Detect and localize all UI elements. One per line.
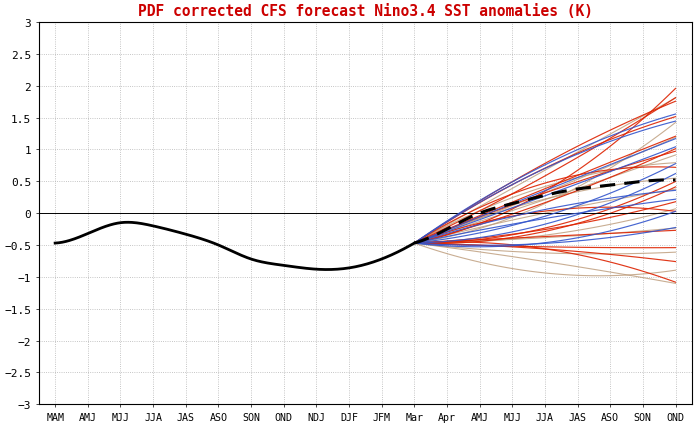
Title: PDF corrected CFS forecast Nino3.4 SST anomalies (K): PDF corrected CFS forecast Nino3.4 SST a… xyxy=(138,4,593,19)
